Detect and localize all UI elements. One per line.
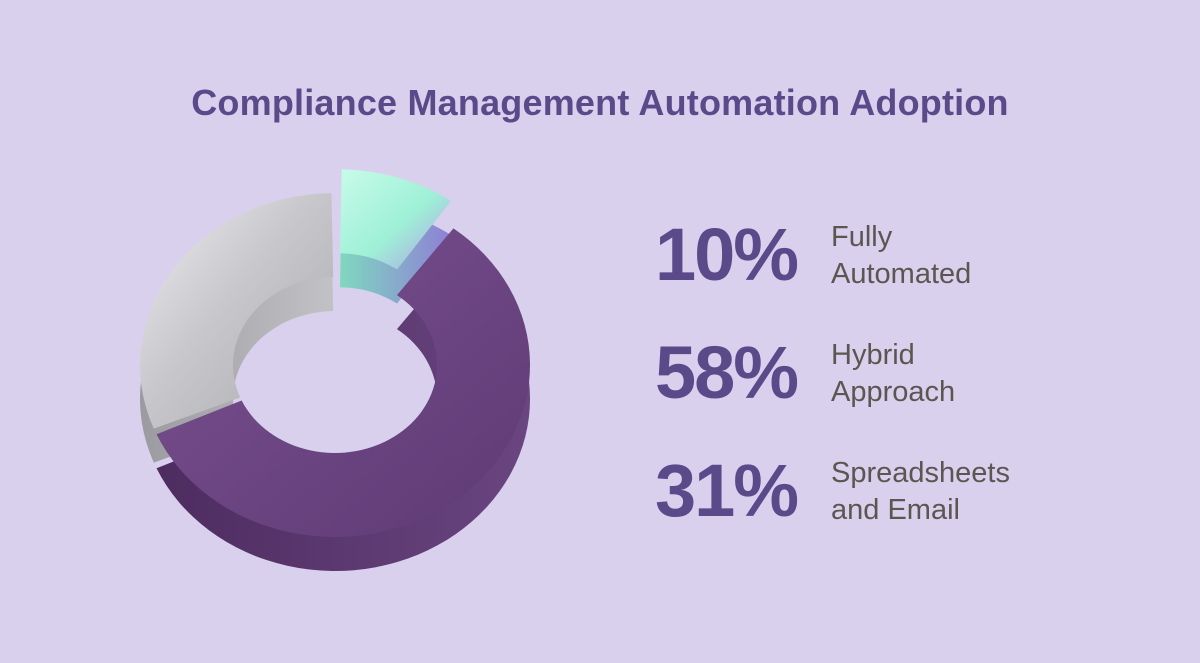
legend-label-line: Automated bbox=[831, 258, 972, 290]
slice-hybrid-approach bbox=[156, 228, 531, 538]
legend-percent: 10% bbox=[655, 213, 799, 296]
legend-label: Spreadsheets and Email bbox=[831, 455, 1161, 529]
slice-spreadsheets-email bbox=[139, 193, 334, 429]
legend-item-hybrid-approach: 58% Hybrid Approach bbox=[655, 323, 1175, 441]
donut-chart bbox=[139, 169, 531, 572]
legend-percent: 31% bbox=[655, 449, 799, 532]
legend-label-line: Fully bbox=[831, 221, 893, 253]
slice-fully-automated bbox=[339, 169, 451, 270]
legend-label: Fully Automated bbox=[831, 219, 1161, 293]
legend-item-spreadsheets-email: 31% Spreadsheets and Email bbox=[655, 441, 1175, 559]
legend-percent: 58% bbox=[655, 331, 799, 414]
legend-item-fully-automated: 10% Fully Automated bbox=[655, 205, 1175, 323]
legend-label-line: Spreadsheets bbox=[831, 457, 1010, 489]
legend: 10% Fully Automated 58% Hybrid Approach … bbox=[655, 205, 1175, 559]
chart-title: Compliance Management Automation Adoptio… bbox=[191, 82, 1009, 123]
legend-label-line: Hybrid bbox=[831, 339, 915, 371]
legend-label: Hybrid Approach bbox=[831, 337, 1161, 411]
legend-label-line: and Email bbox=[831, 494, 960, 526]
legend-label-line: Approach bbox=[831, 376, 956, 408]
